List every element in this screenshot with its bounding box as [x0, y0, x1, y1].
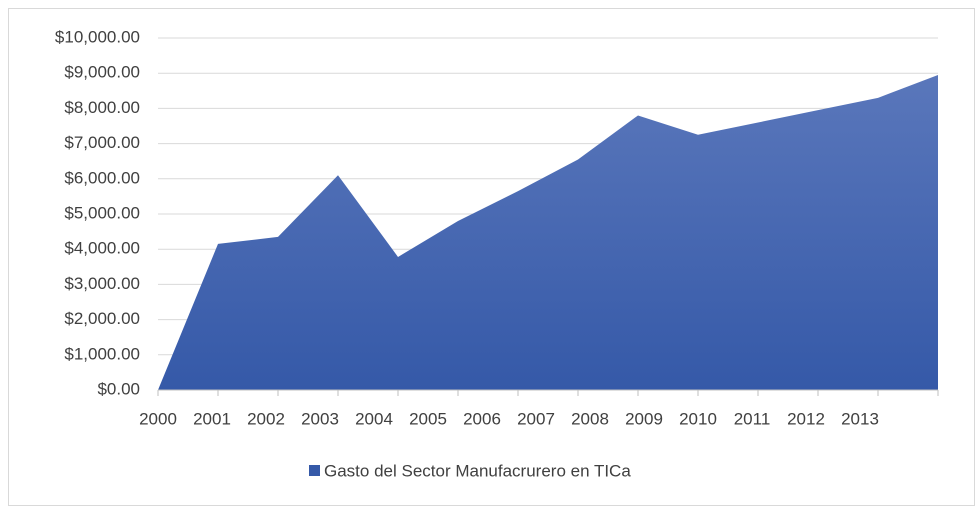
y-tick-label: $3,000.00 — [64, 274, 140, 293]
legend: Gasto del Sector Manufacrurero en TICa — [309, 461, 631, 480]
y-tick-label: $2,000.00 — [64, 309, 140, 328]
x-tick-label: 2001 — [193, 409, 231, 428]
x-tick-label: 2006 — [463, 409, 501, 428]
x-tick-label: 2011 — [734, 409, 771, 428]
x-tick-label: 2000 — [139, 409, 177, 428]
y-tick-label: $5,000.00 — [64, 203, 140, 222]
x-tick-label: 2010 — [679, 409, 717, 428]
y-tick-label: $7,000.00 — [64, 133, 140, 152]
y-tick-label: $0.00 — [97, 379, 140, 398]
y-tick-label: $10,000.00 — [55, 27, 140, 46]
x-tick-label: 2004 — [355, 409, 393, 428]
y-tick-label: $9,000.00 — [64, 63, 140, 82]
y-tick-label: $6,000.00 — [64, 168, 140, 187]
x-tick-label: 2002 — [247, 409, 285, 428]
y-tick-label: $1,000.00 — [64, 344, 140, 363]
y-tick-label: $4,000.00 — [64, 239, 140, 258]
x-tick-label: 2008 — [571, 409, 609, 428]
x-tick-label: 2007 — [517, 409, 555, 428]
legend-label: Gasto del Sector Manufacrurero en TICa — [324, 461, 631, 480]
x-tick-label: 2009 — [625, 409, 663, 428]
legend-swatch — [309, 465, 320, 476]
area — [158, 74, 938, 391]
x-tick-label: 2003 — [301, 409, 339, 428]
x-tick-label: 2005 — [409, 409, 447, 428]
x-tick-label: 2012 — [787, 409, 825, 428]
x-tick-label: 2013 — [841, 409, 879, 428]
y-tick-label: $8,000.00 — [64, 98, 140, 117]
